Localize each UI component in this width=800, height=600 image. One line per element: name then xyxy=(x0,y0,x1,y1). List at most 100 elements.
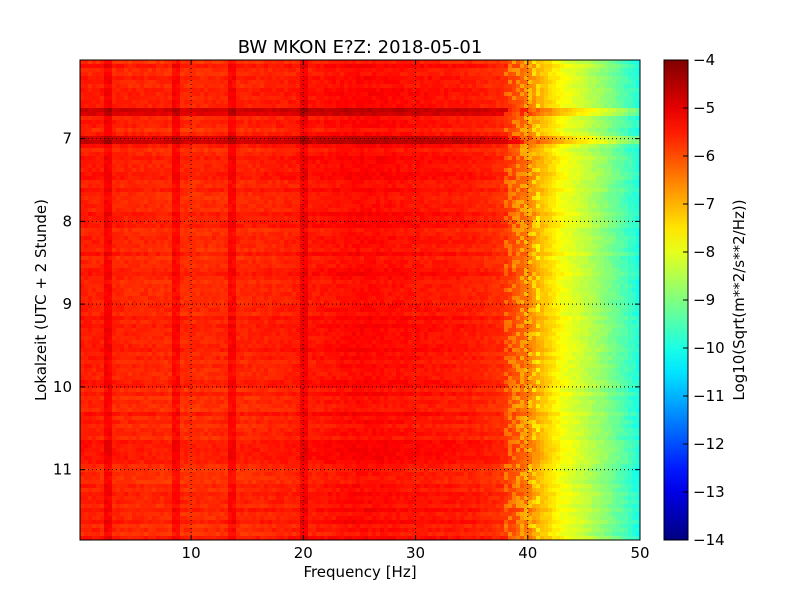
heatmap-cell xyxy=(312,200,317,205)
heatmap-cell xyxy=(600,140,605,145)
heatmap-cell xyxy=(288,168,293,173)
heatmap-cell xyxy=(568,64,573,69)
heatmap-cell xyxy=(196,84,201,89)
heatmap-cell xyxy=(616,176,621,181)
heatmap-cell xyxy=(392,140,397,145)
heatmap-cell xyxy=(552,144,557,149)
heatmap-cell xyxy=(352,72,357,77)
heatmap-cell xyxy=(368,128,373,133)
heatmap-cell xyxy=(452,60,457,65)
heatmap-cell xyxy=(408,128,413,133)
heatmap-cell xyxy=(460,112,465,117)
heatmap-cell xyxy=(556,152,561,157)
heatmap-cell xyxy=(620,124,625,129)
heatmap-cell xyxy=(80,128,85,133)
heatmap-cell xyxy=(116,64,121,69)
heatmap-cell xyxy=(608,152,613,157)
heatmap-cell xyxy=(104,72,109,77)
heatmap-cell xyxy=(428,120,433,125)
heatmap-cell xyxy=(576,116,581,121)
heatmap-cell xyxy=(244,160,249,165)
heatmap-cell xyxy=(132,200,137,205)
heatmap-cell xyxy=(116,140,121,145)
heatmap-cell xyxy=(216,104,221,109)
heatmap-cell xyxy=(288,72,293,77)
heatmap-cell xyxy=(528,92,533,97)
heatmap-cell xyxy=(400,112,405,117)
heatmap-cell xyxy=(488,76,493,81)
heatmap-cell xyxy=(468,64,473,69)
heatmap-cell xyxy=(288,84,293,89)
heatmap-cell xyxy=(284,168,289,173)
heatmap-cell xyxy=(556,72,561,77)
heatmap-cell xyxy=(592,84,597,89)
heatmap-cell xyxy=(140,180,145,185)
heatmap-cell xyxy=(188,116,193,121)
heatmap-cell xyxy=(356,160,361,165)
heatmap-cell xyxy=(336,200,341,205)
heatmap-cell xyxy=(392,76,397,81)
heatmap-cell xyxy=(152,136,157,141)
heatmap-cell xyxy=(504,140,509,145)
heatmap-cell xyxy=(416,112,421,117)
heatmap-cell xyxy=(464,188,469,193)
heatmap-cell xyxy=(232,124,237,129)
heatmap-cell xyxy=(476,112,481,117)
heatmap-cell xyxy=(348,192,353,197)
heatmap-cell xyxy=(276,72,281,77)
heatmap-cell xyxy=(116,152,121,157)
heatmap-cell xyxy=(252,200,257,205)
heatmap-cell xyxy=(144,104,149,109)
heatmap-cell xyxy=(232,168,237,173)
heatmap-cell xyxy=(160,84,165,89)
heatmap-cell xyxy=(564,176,569,181)
heatmap-cell xyxy=(356,64,361,69)
heatmap-cell xyxy=(296,96,301,101)
heatmap-cell xyxy=(168,136,173,141)
heatmap-cell xyxy=(620,116,625,121)
heatmap-cell xyxy=(288,108,293,113)
heatmap-cell xyxy=(612,104,617,109)
heatmap-cell xyxy=(312,68,317,73)
heatmap-cell xyxy=(520,180,525,185)
heatmap-cell xyxy=(400,108,405,113)
heatmap-cell xyxy=(440,112,445,117)
heatmap-cell xyxy=(204,84,209,89)
heatmap-cell xyxy=(324,156,329,161)
heatmap-cell xyxy=(372,156,377,161)
heatmap-cell xyxy=(160,112,165,117)
heatmap-cell xyxy=(180,88,185,93)
heatmap-cell xyxy=(460,180,465,185)
heatmap-cell xyxy=(316,108,321,113)
heatmap-cell xyxy=(156,172,161,177)
heatmap-cell xyxy=(436,148,441,153)
heatmap-cell xyxy=(352,100,357,105)
heatmap-cell xyxy=(272,140,277,145)
heatmap-cell xyxy=(560,160,565,165)
heatmap-cell xyxy=(484,80,489,85)
heatmap-cell xyxy=(164,136,169,141)
heatmap-cell xyxy=(380,136,385,141)
heatmap-cell xyxy=(220,172,225,177)
heatmap-cell xyxy=(160,136,165,141)
heatmap-cell xyxy=(468,84,473,89)
heatmap-cell xyxy=(396,120,401,125)
heatmap-cell xyxy=(100,148,105,153)
heatmap-cell xyxy=(400,144,405,149)
heatmap-cell xyxy=(96,200,101,205)
heatmap-cell xyxy=(280,76,285,81)
heatmap-cell xyxy=(268,64,273,69)
heatmap-cell xyxy=(248,104,253,109)
heatmap-cell xyxy=(312,96,317,101)
heatmap-cell xyxy=(104,108,109,113)
heatmap-cell xyxy=(244,140,249,145)
heatmap-cell xyxy=(516,188,521,193)
heatmap-cell xyxy=(440,148,445,153)
heatmap-cell xyxy=(340,84,345,89)
heatmap-cell xyxy=(268,136,273,141)
heatmap-cell xyxy=(588,64,593,69)
heatmap-cell xyxy=(632,160,637,165)
heatmap-cell xyxy=(628,128,633,133)
heatmap-cell xyxy=(216,60,221,65)
heatmap-cell xyxy=(280,112,285,117)
